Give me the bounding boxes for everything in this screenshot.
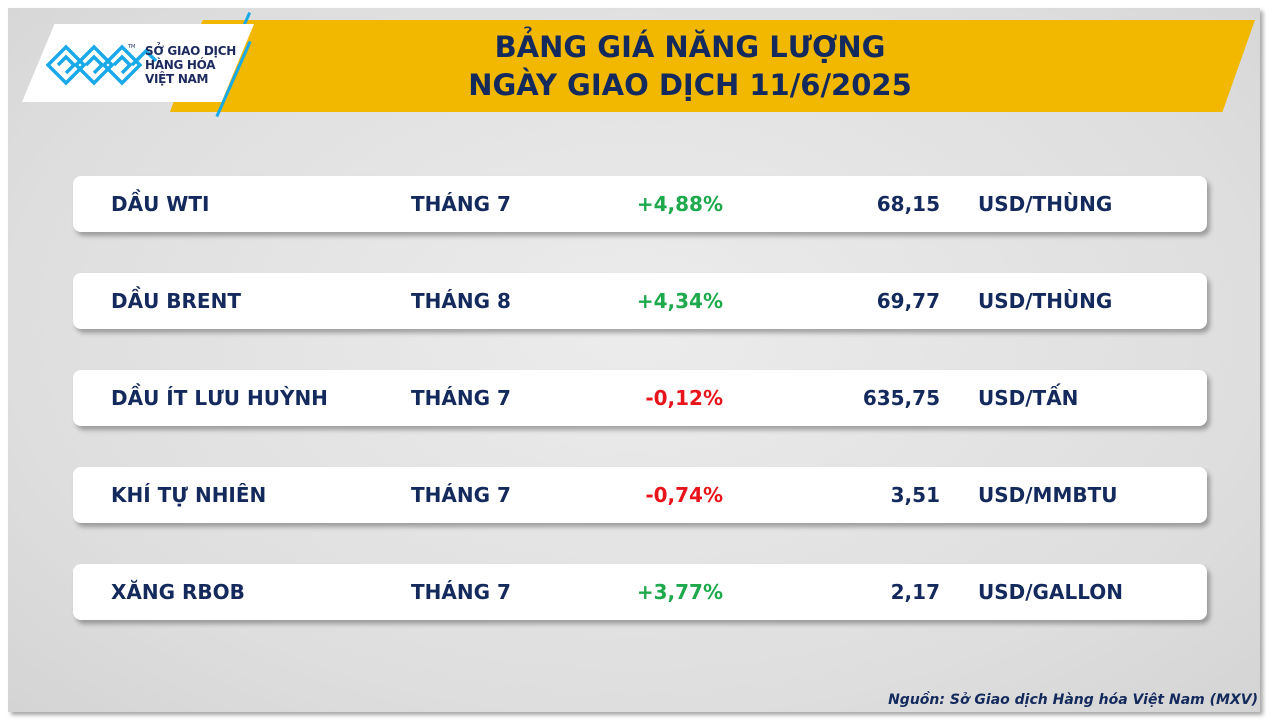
price-value: 2,17 [890,580,940,604]
logo-line-1: SỞ GIAO DỊCH [145,44,236,58]
page-title: BẢNG GIÁ NĂNG LƯỢNG NGÀY GIAO DỊCH 11/6/… [240,28,1140,104]
price-value: 635,75 [862,386,940,410]
price-row: XĂNG RBOB THÁNG 7 +3,77% 2,17 USD/GALLON [73,564,1207,620]
trademark: TM [128,44,136,50]
contract-month: THÁNG 7 [411,580,511,604]
title-line-1: BẢNG GIÁ NĂNG LƯỢNG [494,30,886,64]
percent-change: -0,74% [645,483,723,507]
price-value: 68,15 [876,192,940,216]
percent-change: +4,88% [636,192,723,216]
commodity-name: DẦU WTI [111,192,210,216]
commodity-name: XĂNG RBOB [111,580,245,604]
commodity-name: KHÍ TỰ NHIÊN [111,483,267,507]
title-line-2: NGÀY GIAO DỊCH 11/6/2025 [468,68,912,102]
price-row: DẦU WTI THÁNG 7 +4,88% 68,15 USD/THÙNG [73,176,1207,232]
contract-month: THÁNG 8 [411,289,511,313]
commodity-name: DẦU ÍT LƯU HUỲNH [111,386,328,410]
price-row: DẦU BRENT THÁNG 8 +4,34% 69,77 USD/THÙNG [73,273,1207,329]
price-row: KHÍ TỰ NHIÊN THÁNG 7 -0,74% 3,51 USD/MMBTU [73,467,1207,523]
logo-line-2: HÀNG HÓA [145,58,216,72]
source-note: Nguồn: Sở Giao dịch Hàng hóa Việt Nam (M… [888,692,1258,708]
percent-change: +3,77% [636,580,723,604]
price-unit: USD/TẤN [978,386,1079,410]
contract-month: THÁNG 7 [411,483,511,507]
percent-change: -0,12% [645,386,723,410]
logo-line-3: VIỆT NAM [145,72,209,86]
price-unit: USD/THÙNG [978,192,1113,216]
title-banner [170,20,1255,112]
contract-month: THÁNG 7 [411,386,511,410]
price-unit: USD/GALLON [978,580,1123,604]
price-value: 3,51 [890,483,940,507]
logo: TM [22,24,254,102]
price-unit: USD/THÙNG [978,289,1113,313]
mxv-logo-icon [46,44,158,86]
price-value: 69,77 [876,289,940,313]
contract-month: THÁNG 7 [411,192,511,216]
price-unit: USD/MMBTU [978,483,1118,507]
logo-text: SỞ GIAO DỊCH HÀNG HÓA VIỆT NAM [145,44,236,86]
commodity-name: DẦU BRENT [111,289,241,313]
percent-change: +4,34% [636,289,723,313]
price-row: DẦU ÍT LƯU HUỲNH THÁNG 7 -0,12% 635,75 USD/T… [73,370,1207,426]
